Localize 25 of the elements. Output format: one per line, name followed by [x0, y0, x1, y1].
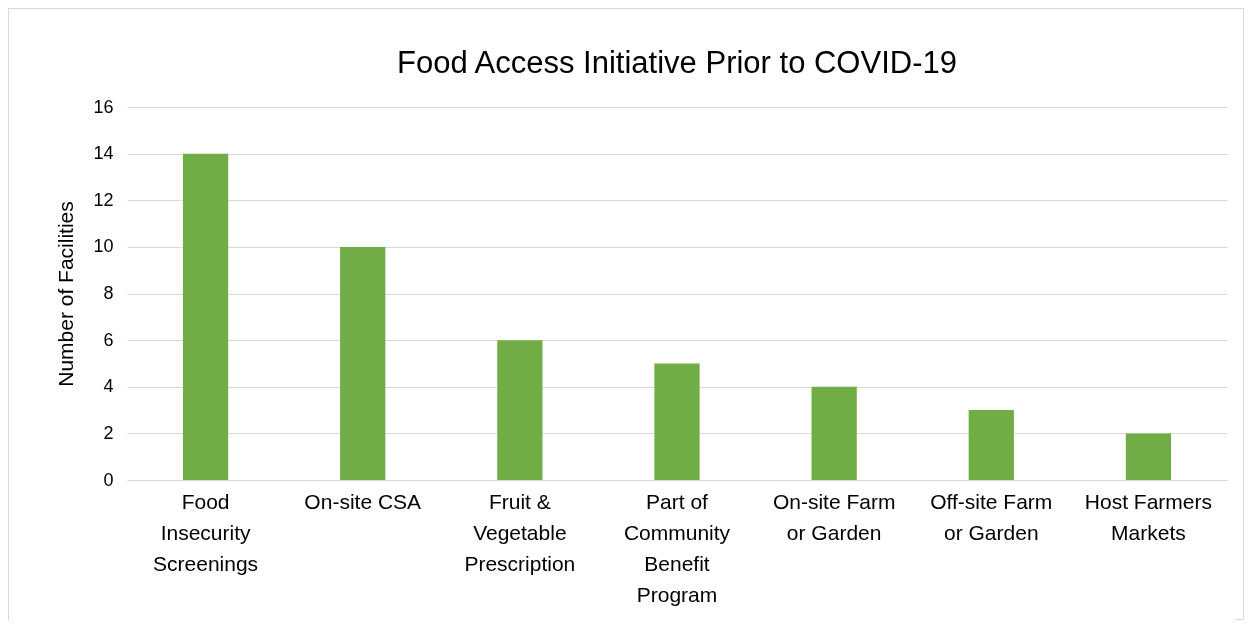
y-tick-label: 0: [103, 469, 114, 490]
y-axis-title: Number of Facilities: [54, 201, 78, 387]
x-tick-label: On-site CSA: [304, 490, 422, 513]
chart-title: Food Access Initiative Prior to COVID-19: [397, 45, 957, 80]
y-tick-label: 10: [93, 236, 114, 257]
y-tick-label: 12: [93, 189, 114, 210]
bar: [811, 386, 857, 480]
y-tick-label: 4: [103, 376, 114, 397]
x-tick-label: On-site Farm or Garden: [772, 490, 896, 544]
bar: [968, 410, 1014, 480]
x-tick-label: Host Farmers Markets: [1084, 490, 1213, 544]
bar: [1125, 433, 1172, 480]
y-tick-label: 14: [93, 143, 114, 164]
y-tick-label: 6: [103, 329, 114, 350]
x-tick-label: Off-site Farm or Garden: [930, 490, 1053, 544]
x-tick-label: Fruit & Vegetable Prescription: [464, 490, 576, 575]
y-tick-label: 2: [103, 422, 114, 443]
bar: [182, 153, 229, 480]
bar: [497, 340, 543, 480]
bar: [654, 363, 700, 480]
y-tick-label: 16: [93, 96, 114, 117]
y-tick-label: 8: [103, 283, 114, 303]
bar: [340, 246, 386, 480]
x-tick-label: Part of Community Benefit Program: [623, 490, 731, 606]
x-tick-label: Food Insecurity Screenings: [153, 490, 259, 575]
